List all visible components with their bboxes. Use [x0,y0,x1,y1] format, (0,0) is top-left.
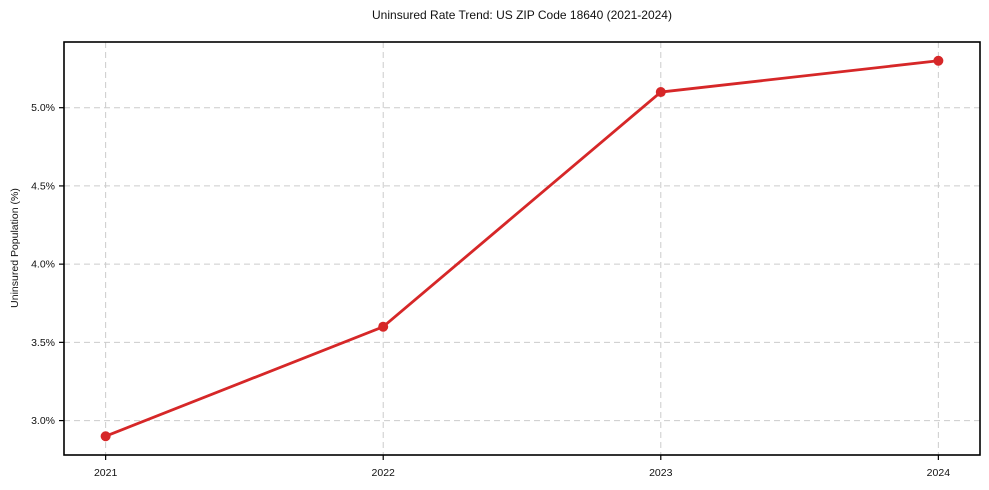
x-tick-label: 2021 [94,467,118,479]
plot-frame [63,41,981,456]
data-point-marker [655,87,666,98]
data-point-marker [100,431,111,442]
trend-line [104,59,940,438]
x-tick-label: 2022 [372,467,396,479]
y-tick-label: 5.0% [31,102,55,114]
x-tick-label: 2024 [927,467,951,479]
y-tick-label: 4.0% [31,259,55,271]
data-point-marker [933,55,944,66]
plot-background [64,42,980,455]
x-tick-label: 2023 [649,467,673,479]
y-tick-label: 3.5% [31,337,55,349]
y-tick-label: 4.5% [31,180,55,192]
data-point-marker [378,321,389,332]
y-tick-label: 3.0% [31,415,55,427]
chart-title: Uninsured Rate Trend: US ZIP Code 18640 … [372,8,672,22]
